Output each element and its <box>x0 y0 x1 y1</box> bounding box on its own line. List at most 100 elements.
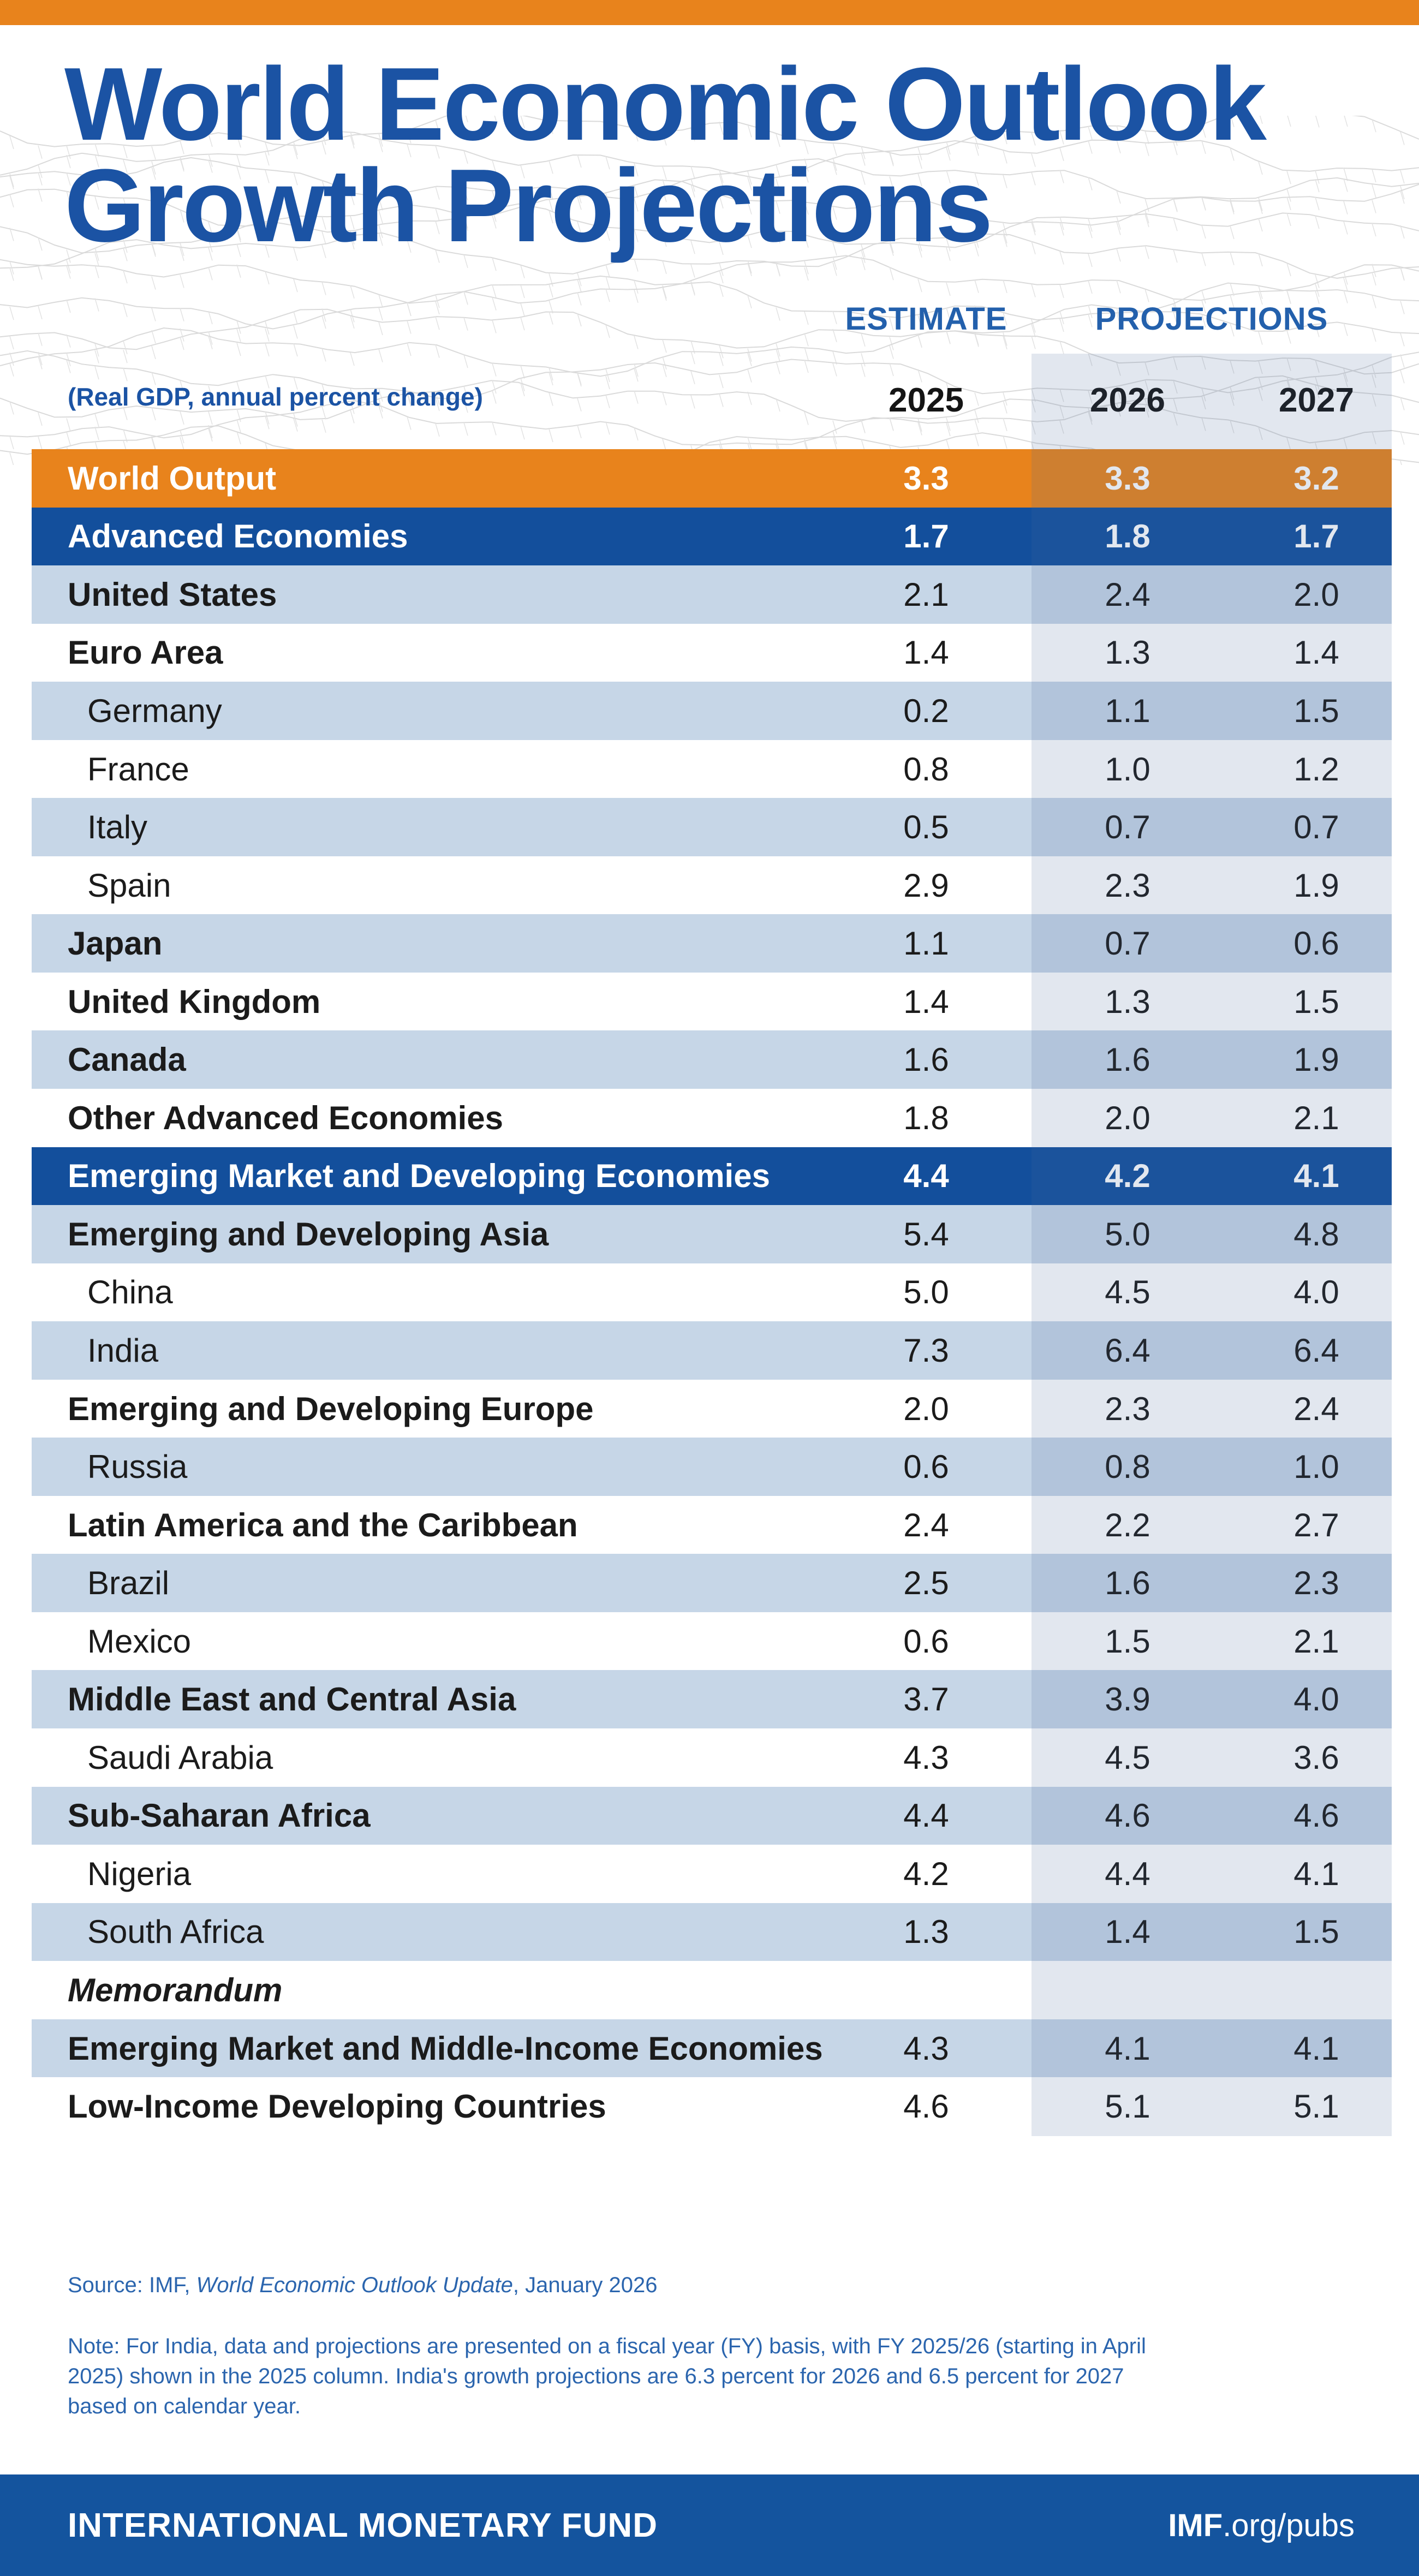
value-2025: 2.5 <box>903 1565 949 1602</box>
value-2025: 1.1 <box>903 925 949 962</box>
row-label: Euro Area <box>68 634 223 671</box>
value-2027: 4.0 <box>1293 1681 1339 1718</box>
estimate-column-header: ESTIMATE <box>845 301 1007 337</box>
value-2025: 5.4 <box>903 1215 949 1253</box>
value-2025: 0.6 <box>903 1623 949 1660</box>
page-title-line2: Growth Projections <box>64 148 993 264</box>
row-label: India <box>87 1332 159 1369</box>
value-2027: 1.5 <box>1293 983 1339 1020</box>
row-label: Brazil <box>87 1565 170 1602</box>
value-2025: 4.6 <box>903 2088 949 2125</box>
value-2025: 0.8 <box>903 750 949 788</box>
value-2027: 6.4 <box>1293 1332 1339 1369</box>
table-row: United Kingdom 1.4 1.3 1.5 <box>32 972 1392 1031</box>
source-suffix: , January 2026 <box>512 2273 658 2297</box>
note-block: Note: For India, data and projections ar… <box>68 2331 1388 2422</box>
value-2025: 2.0 <box>903 1390 949 1427</box>
value-2026: 1.0 <box>1105 750 1150 788</box>
row-label: Emerging Market and Middle-Income Econom… <box>68 2030 823 2067</box>
value-2025: 2.1 <box>903 576 949 613</box>
footer-url-rest: .org/pubs <box>1223 2507 1355 2543</box>
table-row: China 5.0 4.5 4.0 <box>32 1263 1392 1322</box>
source-prefix: Source: IMF, <box>68 2273 196 2297</box>
table-row: Brazil 2.5 1.6 2.3 <box>32 1554 1392 1612</box>
note-line-1: Note: For India, data and projections ar… <box>68 2334 1146 2358</box>
value-2027: 3.6 <box>1293 1739 1339 1776</box>
table-row: Low-Income Developing Countries 4.6 5.1 … <box>32 2077 1392 2136</box>
value-2026: 1.1 <box>1105 692 1150 729</box>
value-2027: 1.4 <box>1293 634 1339 671</box>
terrain-wireframe-pattern <box>0 116 1419 465</box>
value-2025: 0.6 <box>903 1448 949 1486</box>
table-row: Emerging and Developing Asia 5.4 5.0 4.8 <box>32 1205 1392 1263</box>
value-2025: 3.3 <box>903 460 949 497</box>
value-2025: 3.7 <box>903 1681 949 1718</box>
value-2025: 5.0 <box>903 1274 949 1311</box>
unit-label: (Real GDP, annual percent change) <box>68 383 483 411</box>
value-2026: 4.4 <box>1105 1855 1150 1892</box>
row-label: Spain <box>87 867 171 904</box>
value-2026: 2.0 <box>1105 1099 1150 1136</box>
value-2026: 3.3 <box>1105 460 1150 497</box>
row-label: Other Advanced Economies <box>68 1099 503 1136</box>
value-2027: 1.9 <box>1293 867 1339 904</box>
value-2027: 2.3 <box>1293 1565 1339 1602</box>
value-2027: 2.0 <box>1293 576 1339 613</box>
value-2026: 5.0 <box>1105 1215 1150 1253</box>
value-2026: 1.8 <box>1105 518 1150 555</box>
value-2027: 1.9 <box>1293 1041 1339 1078</box>
page-title-line1: World Economic Outlook <box>64 46 1267 162</box>
table-row: Latin America and the Caribbean 2.4 2.2 … <box>32 1495 1392 1554</box>
row-label: France <box>87 750 189 788</box>
value-2026: 3.9 <box>1105 1681 1150 1718</box>
footer-url-bold: IMF <box>1168 2507 1223 2543</box>
value-2026: 1.3 <box>1105 634 1150 671</box>
table-row: Nigeria 4.2 4.4 4.1 <box>32 1845 1392 1903</box>
table-row: Euro Area 1.4 1.3 1.4 <box>32 623 1392 682</box>
value-2026: 2.3 <box>1105 867 1150 904</box>
value-2026: 0.7 <box>1105 809 1150 846</box>
value-2026: 5.1 <box>1105 2088 1150 2125</box>
value-2027: 2.4 <box>1293 1390 1339 1427</box>
value-2025: 4.4 <box>903 1158 949 1195</box>
row-label: United Kingdom <box>68 983 321 1020</box>
value-2027: 4.1 <box>1293 2030 1339 2067</box>
value-2025: 1.3 <box>903 1913 949 1951</box>
row-label: Emerging and Developing Europe <box>68 1390 594 1427</box>
row-label: Japan <box>68 925 163 962</box>
value-2025: 2.9 <box>903 867 949 904</box>
table-row: Other Advanced Economies 1.8 2.0 2.1 <box>32 1089 1392 1147</box>
value-2026: 4.6 <box>1105 1797 1150 1834</box>
row-label: Emerging and Developing Asia <box>68 1215 549 1253</box>
year-header-2026: 2026 <box>1090 381 1165 419</box>
row-label: Advanced Economies <box>68 518 408 555</box>
table-row: Middle East and Central Asia 3.7 3.9 4.0 <box>32 1670 1392 1729</box>
value-2027: 4.0 <box>1293 1274 1339 1311</box>
row-label: Germany <box>87 692 222 729</box>
value-2026: 2.4 <box>1105 576 1150 613</box>
value-2027: 0.6 <box>1293 925 1339 962</box>
value-2025: 0.2 <box>903 692 949 729</box>
table-row: Emerging Market and Developing Economies… <box>32 1147 1392 1206</box>
table-row: World Output 3.3 3.3 3.2 <box>32 449 1392 508</box>
table-row: India 7.3 6.4 6.4 <box>32 1321 1392 1380</box>
table-row: Germany 0.2 1.1 1.5 <box>32 682 1392 740</box>
row-label: World Output <box>68 460 277 497</box>
value-2026: 4.5 <box>1105 1739 1150 1776</box>
row-label: Emerging Market and Developing Economies <box>68 1158 770 1195</box>
value-2027: 3.2 <box>1293 460 1339 497</box>
row-label: Nigeria <box>87 1855 192 1892</box>
row-label: Saudi Arabia <box>87 1739 273 1776</box>
value-2026: 2.2 <box>1105 1506 1150 1543</box>
projections-column-header: PROJECTIONS <box>1095 301 1328 337</box>
page-title: World Economic Outlook Growth Projection… <box>64 46 1267 264</box>
value-2025: 1.6 <box>903 1041 949 1078</box>
value-2027: 4.8 <box>1293 1215 1339 1253</box>
value-2025: 1.4 <box>903 983 949 1020</box>
value-2026: 6.4 <box>1105 1332 1150 1369</box>
value-2027: 1.7 <box>1293 518 1339 555</box>
projections-table: World Output 3.3 3.3 3.2 Advanced Econom… <box>32 449 1392 2136</box>
footer-imf-url: IMF.org/pubs <box>1168 2507 1355 2544</box>
year-header-2025: 2025 <box>889 381 964 419</box>
value-2027: 5.1 <box>1293 2088 1339 2125</box>
